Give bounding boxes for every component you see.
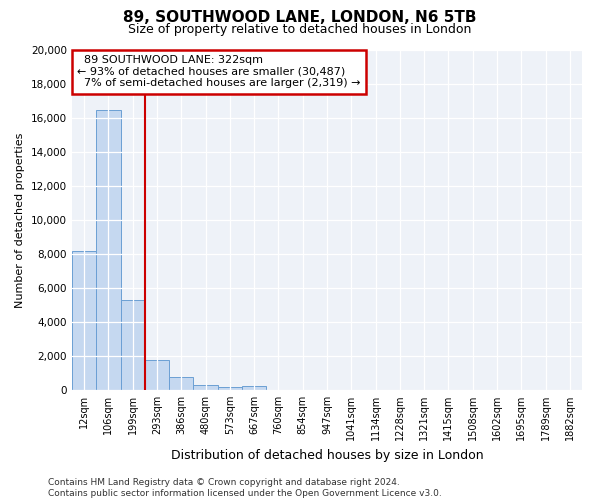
Bar — [72, 250, 96, 390]
Bar — [242, 386, 266, 390]
Bar — [145, 360, 169, 390]
Bar — [193, 385, 218, 390]
Bar — [96, 110, 121, 390]
Text: Contains HM Land Registry data © Crown copyright and database right 2024.
Contai: Contains HM Land Registry data © Crown c… — [48, 478, 442, 498]
Text: 89, SOUTHWOOD LANE, LONDON, N6 5TB: 89, SOUTHWOOD LANE, LONDON, N6 5TB — [123, 10, 477, 25]
Bar — [218, 386, 242, 390]
X-axis label: Distribution of detached houses by size in London: Distribution of detached houses by size … — [170, 448, 484, 462]
Bar — [169, 378, 193, 390]
Text: Size of property relative to detached houses in London: Size of property relative to detached ho… — [128, 22, 472, 36]
Bar — [121, 300, 145, 390]
Text: 89 SOUTHWOOD LANE: 322sqm
← 93% of detached houses are smaller (30,487)
  7% of : 89 SOUTHWOOD LANE: 322sqm ← 93% of detac… — [77, 55, 361, 88]
Y-axis label: Number of detached properties: Number of detached properties — [16, 132, 25, 308]
